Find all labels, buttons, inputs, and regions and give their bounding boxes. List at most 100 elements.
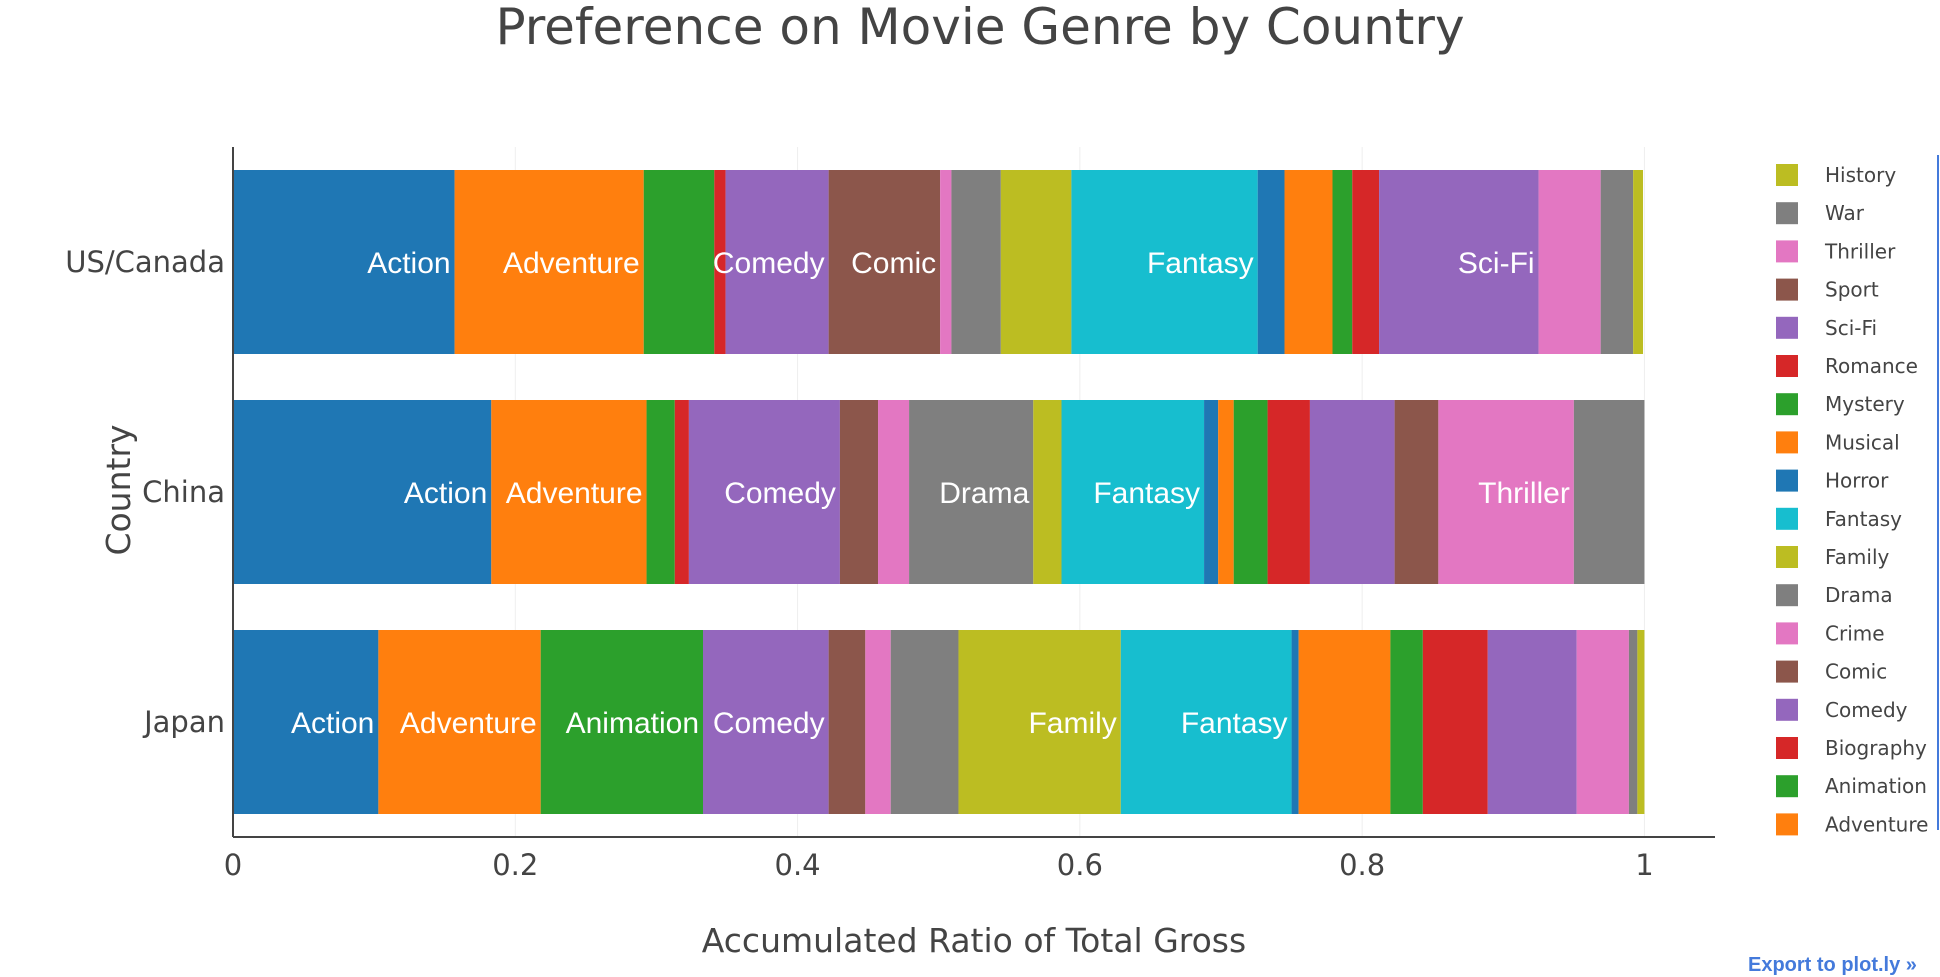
bar-segment[interactable] — [674, 400, 689, 584]
bar-segment[interactable] — [890, 630, 959, 814]
bar-segment[interactable] — [1637, 630, 1645, 814]
legend-item[interactable]: Comedy — [1825, 698, 1908, 722]
bar-segment[interactable] — [940, 170, 952, 354]
legend-swatch — [1776, 355, 1798, 377]
bar-segment[interactable] — [233, 170, 455, 354]
legend-item[interactable]: Crime — [1825, 621, 1885, 645]
segment-label: Action — [291, 707, 374, 740]
x-tick-label: 0 — [224, 848, 242, 882]
bar-segment[interactable] — [1332, 170, 1353, 354]
segment-label: Family — [1028, 707, 1116, 740]
x-tick-label: 0.8 — [1339, 848, 1385, 882]
legend-swatch — [1776, 431, 1798, 454]
bar-segment[interactable] — [951, 170, 1001, 354]
bar-segment[interactable] — [540, 630, 704, 814]
bar-segment[interactable] — [1390, 630, 1423, 814]
legend-item[interactable]: Animation — [1825, 774, 1927, 798]
legend-swatch — [1776, 584, 1798, 607]
bar-segment[interactable] — [1233, 400, 1268, 584]
legend-item[interactable]: Mystery — [1825, 392, 1905, 416]
legend-swatch — [1776, 622, 1798, 645]
legend-swatch — [1776, 813, 1798, 836]
bar-segment[interactable] — [1071, 170, 1258, 354]
bar-segment[interactable] — [1600, 170, 1634, 354]
bar-segment[interactable] — [1573, 400, 1645, 584]
bar-segment[interactable] — [1120, 630, 1292, 814]
x-tick-label: 1 — [1635, 848, 1653, 882]
legend-item[interactable]: War — [1825, 201, 1865, 225]
x-axis-title: Accumulated Ratio of Total Gross — [702, 921, 1246, 960]
legend[interactable]: History War Thriller Sport Sci-Fi Romance Myst… — [1776, 163, 1928, 836]
legend-swatch — [1776, 240, 1798, 263]
bar-segment[interactable] — [1576, 630, 1629, 814]
legend-item[interactable]: Horror — [1825, 469, 1889, 493]
bar-segment[interactable] — [1204, 400, 1219, 584]
legend-swatch — [1776, 546, 1798, 568]
bar-segment[interactable] — [909, 400, 1034, 584]
y-tick-label: China — [142, 475, 225, 509]
bar-segment[interactable] — [1298, 630, 1391, 814]
legend-item[interactable]: Comic — [1825, 660, 1887, 684]
bar-segment[interactable] — [1352, 170, 1380, 354]
bar-segment[interactable] — [1379, 170, 1539, 354]
legend-swatch — [1776, 316, 1798, 339]
bar-segment[interactable] — [1422, 630, 1488, 814]
bar-segment[interactable] — [1284, 170, 1333, 354]
bar-segments — [233, 170, 1645, 814]
bar-segment[interactable] — [878, 400, 910, 584]
legend-item[interactable]: Family — [1825, 545, 1890, 569]
legend-item[interactable]: History — [1825, 163, 1896, 187]
segment-label: Comedy — [713, 247, 825, 280]
bar-segment[interactable] — [703, 630, 829, 814]
bar-segment[interactable] — [828, 170, 941, 354]
export-link[interactable]: Export to plot.ly » — [1748, 954, 1917, 976]
bar-segment[interactable] — [491, 400, 647, 584]
bar-segment[interactable] — [1000, 170, 1072, 354]
y-tick-label: Japan — [142, 705, 225, 739]
legend-item[interactable]: Biography — [1825, 736, 1927, 760]
bar-segment[interactable] — [1218, 400, 1234, 584]
segment-labels: Action Adventure Comedy Comic Fantasy Sci-Fi A… — [291, 247, 1570, 740]
bar-segment[interactable] — [378, 630, 541, 814]
bar-segment[interactable] — [1628, 630, 1638, 814]
bar-segment[interactable] — [1033, 400, 1062, 584]
bar-segment[interactable] — [1291, 630, 1299, 814]
bar-segment[interactable] — [1257, 170, 1285, 354]
bar-segment[interactable] — [643, 170, 715, 354]
bar-segment[interactable] — [688, 400, 840, 584]
legend-item[interactable]: Romance — [1825, 354, 1918, 378]
bar-segment[interactable] — [1394, 400, 1439, 584]
bar-segment[interactable] — [1487, 630, 1577, 814]
segment-label: Fantasy — [1093, 477, 1200, 510]
bar-segment[interactable] — [714, 170, 726, 354]
legend-item[interactable]: Drama — [1825, 583, 1893, 607]
bar-segment[interactable] — [1309, 400, 1395, 584]
bar-segment[interactable] — [1438, 400, 1574, 584]
legend-swatch — [1776, 737, 1798, 759]
legend-item[interactable]: Thriller — [1824, 239, 1896, 263]
legend-swatch — [1776, 469, 1798, 492]
bar-segment[interactable] — [725, 170, 829, 354]
bar-segment[interactable] — [865, 630, 891, 814]
bar-segment[interactable] — [839, 400, 879, 584]
bar-segment[interactable] — [828, 630, 866, 814]
legend-item[interactable]: Sci-Fi — [1825, 316, 1877, 340]
bar-segment[interactable] — [1267, 400, 1310, 584]
bar-segment[interactable] — [1538, 170, 1601, 354]
bar-segment[interactable] — [646, 400, 675, 584]
legend-item[interactable]: Sport — [1825, 278, 1879, 302]
bar-segment[interactable] — [233, 400, 492, 584]
legend-item[interactable]: Adventure — [1825, 812, 1928, 836]
legend-item[interactable]: Fantasy — [1825, 507, 1902, 531]
bar-segment[interactable] — [1061, 400, 1205, 584]
segment-label: Drama — [939, 477, 1029, 510]
bar-segment[interactable] — [1633, 170, 1644, 354]
segment-label: Adventure — [506, 477, 643, 510]
bar-segment[interactable] — [958, 630, 1121, 814]
segment-label: Animation — [566, 707, 699, 740]
bar-segment[interactable] — [454, 170, 644, 354]
legend-item[interactable]: Musical — [1825, 430, 1900, 454]
bar-segment[interactable] — [233, 630, 379, 814]
legend-swatch — [1776, 698, 1798, 721]
